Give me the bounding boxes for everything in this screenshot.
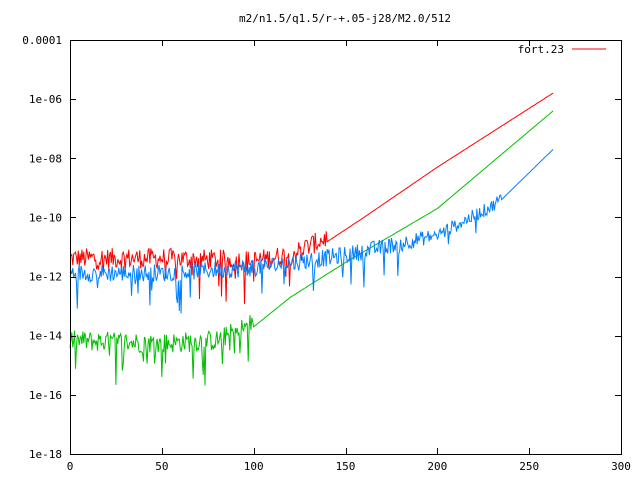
y-tick-label: 1e-18 [29, 448, 62, 461]
y-tick-label: 0.0001 [22, 34, 62, 47]
x-tick-label: 50 [155, 460, 168, 473]
x-tick-label: 0 [67, 460, 74, 473]
x-tick-label: 100 [244, 460, 264, 473]
y-tick-label: 1e-14 [29, 330, 62, 343]
series-line [69, 110, 554, 386]
series-layer [69, 92, 554, 386]
y-tick-label: 1e-10 [29, 211, 62, 224]
y-tick-label: 1e-12 [29, 271, 62, 284]
legend-label-fort-23: fort.23 [518, 43, 564, 56]
series-line [69, 149, 554, 314]
x-tick-label: 200 [427, 460, 447, 473]
y-tick-label: 1e-16 [29, 389, 62, 402]
legend: fort.23 [518, 43, 606, 56]
chart-title: m2/n1.5/q1.5/r-+.05-j28/M2.0/512 [239, 12, 451, 25]
axis-layer: 0 50 100 150 200 250 300 1e-18 1e-16 1e-14 1e-12 1e… [22, 34, 631, 473]
x-tick-label: 300 [611, 460, 631, 473]
y-tick-label: 1e-06 [29, 93, 62, 106]
x-tick-label: 250 [519, 460, 539, 473]
y-tick-label: 1e-08 [29, 152, 62, 165]
x-tick-label: 150 [336, 460, 356, 473]
series-line [69, 92, 554, 304]
